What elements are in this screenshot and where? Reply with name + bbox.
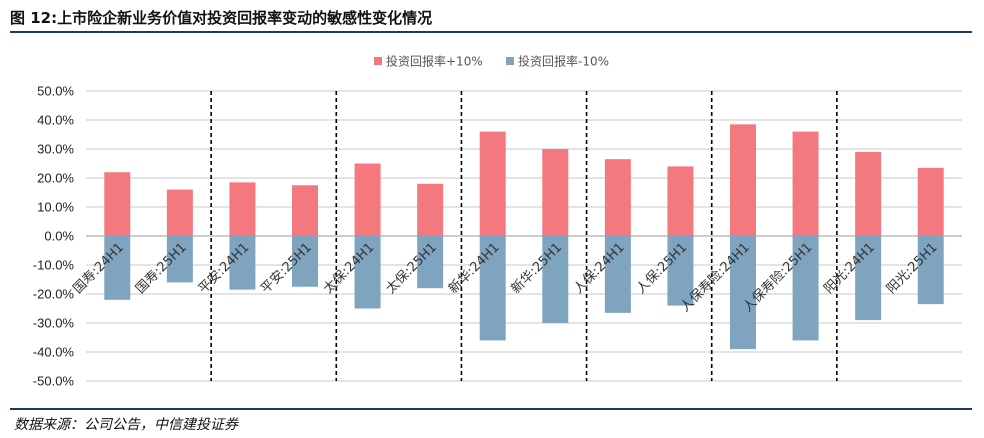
bar-negative [542, 236, 569, 323]
bar-negative [604, 236, 631, 313]
y-tick-label: -40.0% [33, 345, 75, 360]
bar-negative [792, 236, 819, 341]
bar-positive [166, 189, 193, 236]
bar-positive [792, 131, 819, 236]
bar-negative [417, 236, 444, 289]
bar-positive [917, 167, 944, 236]
bar-chart: 50.0% 40.0% 30.0% 20.0% 10.0% 0.0% -10.0% -20.0… [33, 54, 962, 389]
gridlines [86, 90, 962, 382]
bar-negative [855, 236, 882, 321]
bar-negative [917, 236, 944, 305]
bar-negative [354, 236, 381, 309]
legend-label-positive: 投资回报率+10% [386, 54, 483, 69]
bar-positive [417, 183, 444, 236]
bar-positive [104, 172, 131, 236]
legend: 投资回报率+10% 投资回报率-10% [374, 54, 609, 69]
bar-positive [730, 124, 756, 236]
y-tick-label: 20.0% [37, 171, 74, 186]
bar-positive [354, 163, 381, 236]
title-rule [10, 31, 972, 33]
legend-swatch-negative [506, 57, 514, 65]
source-note: 数据来源：公司公告，中信建投证券 [14, 417, 238, 433]
bar-negative [104, 236, 131, 300]
y-tick-label: 0.0% [44, 229, 74, 244]
y-tick-label: -50.0% [33, 374, 75, 389]
bar-positive [667, 166, 694, 236]
legend-label-negative: 投资回报率-10% [518, 54, 609, 69]
footer-rule [10, 408, 972, 410]
y-tick-label: 50.0% [37, 84, 74, 99]
y-tick-label: 30.0% [37, 142, 74, 157]
y-axis-ticks: 50.0% 40.0% 30.0% 20.0% 10.0% 0.0% -10.0% -20.0… [33, 84, 75, 389]
y-tick-label: -20.0% [33, 287, 75, 302]
bar-negative [667, 236, 694, 306]
bar-positive [292, 185, 318, 236]
bar-positive [855, 151, 882, 236]
legend-swatch-positive [374, 57, 382, 65]
group-separators [210, 91, 838, 381]
bar-positive [604, 159, 631, 236]
y-tick-label: 40.0% [37, 113, 74, 128]
y-tick-label: 10.0% [37, 200, 74, 215]
bar-negative [229, 236, 256, 290]
bar-negative [479, 236, 506, 341]
y-tick-label: -10.0% [33, 258, 75, 273]
figure-title: 图 12:上市险企新业务价值对投资回报率变动的敏感性变化情况 [10, 9, 433, 27]
bar-positive [229, 182, 256, 236]
bar-positive [542, 149, 569, 236]
y-tick-label: -30.0% [33, 316, 75, 331]
bars [104, 124, 944, 350]
bar-positive [479, 131, 506, 236]
bar-negative [730, 236, 756, 350]
bar-negative [292, 236, 318, 287]
bar-negative [166, 236, 193, 283]
